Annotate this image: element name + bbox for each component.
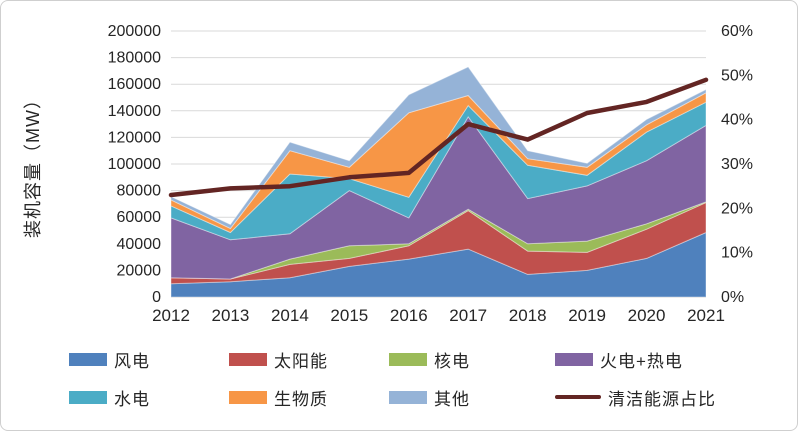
legend-item-clean-energy-ratio: 清洁能源占比 [555,385,787,409]
y-axis-tick-label: 200000 [108,23,161,40]
x-axis-tick-label: 2012 [152,306,190,325]
stacked-area-band [170,66,707,230]
stacked-area-band [170,91,707,234]
legend-swatch-icon [229,352,267,366]
legend-label: 风电 [114,351,150,371]
legend-item-nuclear: 核电 [389,347,555,371]
legend-label: 清洁能源占比 [608,389,716,409]
y-axis-tick-label: 80000 [117,183,162,200]
x-axis-tick-label: 2014 [271,306,309,325]
y-axis-tick-label: 0 [152,289,161,306]
x-axis-tick-label: 2017 [449,306,487,325]
y-axis-tick-label: 100000 [108,156,161,173]
plot-area: 0 20000 40000 60000 80000 100000 120000 140000 1… [1,1,797,341]
y-axis-tick-label: 160000 [108,76,161,93]
legend-label: 水电 [114,389,150,409]
legend-label: 太阳能 [274,351,328,371]
y-axis-tick-label: 120000 [108,129,161,146]
y2-axis-tick-label: 20% [721,200,753,217]
legend-item-thermal-heat: 火电+热电 [555,347,787,371]
x-axis-tick-label: 2013 [212,306,250,325]
legend-label: 其他 [434,389,470,409]
y2-axis-tick-label: 0% [721,289,744,306]
y-axis-tick-label: 140000 [108,103,161,120]
y2-axis-tick-label: 30% [721,156,753,173]
x-axis-tick-label: 2015 [330,306,368,325]
x-axis-tick-label: 2018 [509,306,547,325]
legend-item-solar: 太阳能 [229,347,389,371]
y2-axis-tick-label: 10% [721,245,753,262]
y2-axis-tick-label: 50% [721,67,753,84]
legend-item-other: 其他 [389,385,555,409]
legend: 风电 太阳能 核电 火电+热电 水电 生物质 其他 清洁能源占比 [69,347,787,409]
x-axis-tick-label: 2019 [568,306,606,325]
legend-item-wind: 风电 [69,347,229,371]
legend-item-biomass: 生物质 [229,385,389,409]
legend-swatch-icon [229,390,267,404]
legend-swatch-icon [69,352,107,366]
x-axis-tick-label: 2021 [687,306,725,325]
y2-axis-tick-label: 40% [721,112,753,129]
y2-axis-tick-label: 60% [721,23,753,40]
legend-swatch-icon [389,390,427,404]
stacked-area-band [170,201,707,285]
chart-canvas: 0 20000 40000 60000 80000 100000 120000 140000 1… [23,23,753,325]
legend-label: 核电 [434,351,470,371]
y-axis-title: 装机容量（MW） [23,90,43,238]
x-axis-tick-label: 2020 [628,306,666,325]
legend-label: 火电+热电 [600,351,683,371]
y-axis-tick-label: 40000 [117,236,162,253]
legend-swatch-icon [389,352,427,366]
clean-energy-ratio-line [168,77,709,198]
legend-swatch-icon [555,352,593,366]
legend-item-hydro: 水电 [69,385,229,409]
legend-swatch-icon [69,390,107,404]
y-axis-tick-label: 60000 [117,209,162,226]
legend-label: 生物质 [274,389,328,409]
stacked-area-band [170,231,707,298]
y-axis-tick-label: 20000 [117,262,162,279]
x-axis-tick-label: 2016 [390,306,428,325]
y-axis-tick-label: 180000 [108,50,161,67]
legend-line-swatch-icon [555,395,601,399]
